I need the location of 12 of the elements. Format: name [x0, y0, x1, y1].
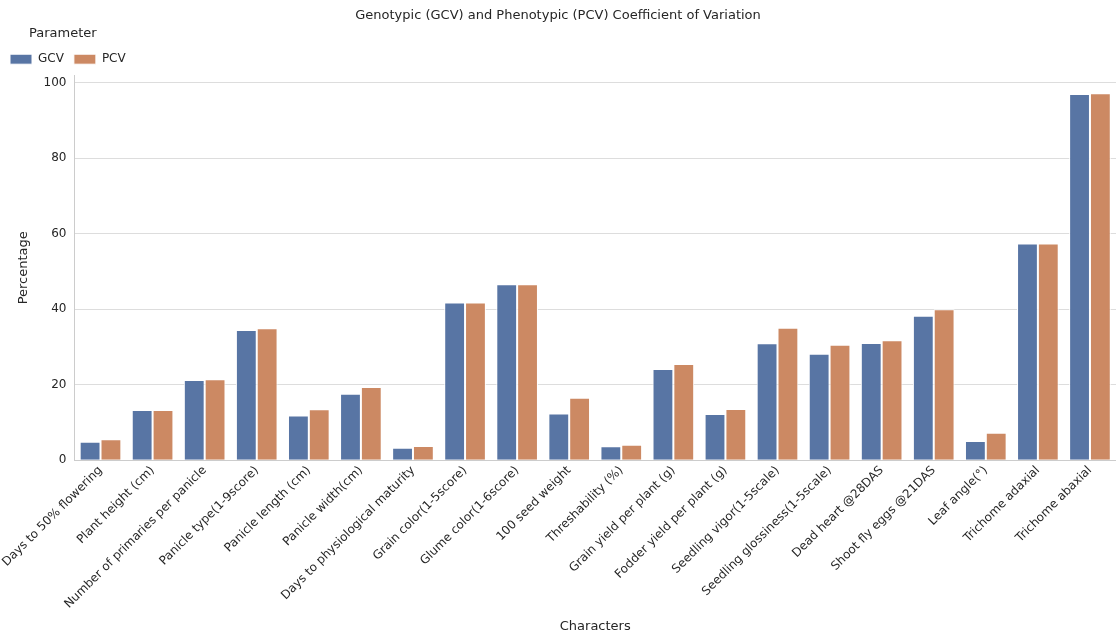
- legend-label: GCV: [38, 51, 65, 66]
- y-tick-label: 20: [51, 376, 67, 391]
- y-tick-label: 0: [58, 452, 67, 467]
- legend-label: PCV: [101, 51, 127, 66]
- chart-title: Genotypic (GCV) and Phenotypic (PCV) Coefficient of Variation: [355, 7, 761, 23]
- y-tick-label: 40: [51, 301, 67, 316]
- y-tick-label: 60: [51, 225, 67, 240]
- y-tick-label: 80: [51, 150, 67, 165]
- x-axis-title: Characters: [559, 617, 631, 633]
- y-axis-title: Percentage: [15, 231, 31, 305]
- legend-title: Parameter: [29, 25, 98, 41]
- y-tick-label: 100: [43, 74, 67, 89]
